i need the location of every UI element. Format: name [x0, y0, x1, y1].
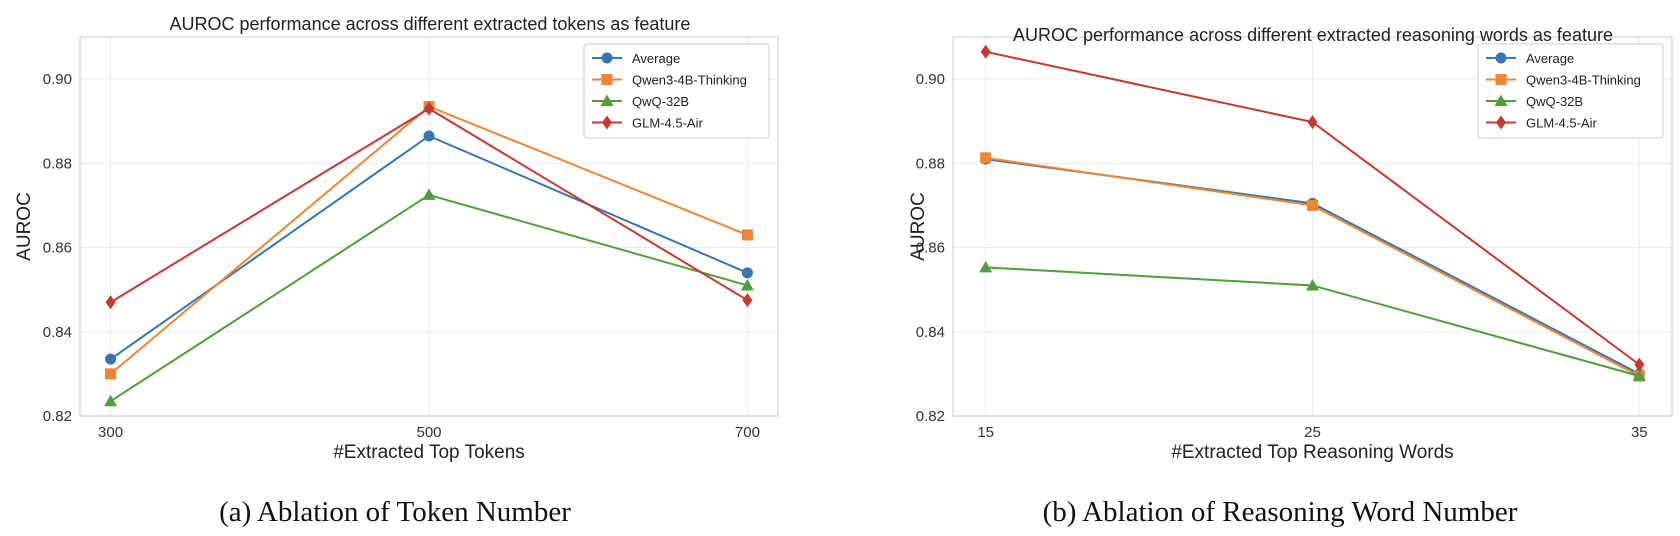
legend-label: Qwen3-4B-Thinking: [1526, 73, 1641, 88]
figure-caption: (a) Ablation of Token Number: [219, 496, 571, 528]
y-tick-label: 0.82: [916, 408, 945, 425]
plot-frame: [952, 36, 1673, 417]
y-tick-label: 0.82: [43, 408, 72, 425]
legend-label: Average: [1526, 51, 1574, 66]
x-tick-label: 15: [977, 424, 994, 441]
legend-label: QwQ-32B: [1526, 94, 1583, 109]
legend-marker: [601, 52, 613, 64]
series-qwq-32b: [979, 260, 1646, 381]
figure-caption: (b) Ablation of Reasoning Word Number: [1043, 496, 1518, 528]
x-tick-label: 35: [1631, 424, 1648, 441]
data-point: [1306, 278, 1319, 291]
data-point: [1307, 115, 1318, 130]
x-axis-label: #Extracted Top Tokens: [333, 442, 525, 463]
legend-label: QwQ-32B: [632, 94, 689, 109]
y-tick-label: 0.84: [916, 324, 945, 341]
legend-marker: [601, 74, 613, 85]
data-point: [979, 260, 993, 273]
data-point: [742, 293, 753, 308]
legend-label: GLM-4.5-Air: [632, 116, 703, 131]
data-point: [105, 353, 117, 365]
x-tick-label: 500: [416, 424, 441, 441]
data-point: [741, 229, 753, 241]
data-point: [1307, 199, 1318, 211]
data-point: [105, 368, 117, 380]
series-qwq-32b: [104, 188, 754, 407]
data-point: [980, 152, 992, 164]
y-tick-label: 0.86: [916, 240, 945, 257]
legend: Average Qwen3-4B-Thinking QwQ-32B GLM-4.5-A…: [1477, 43, 1664, 139]
data-point: [740, 278, 754, 291]
y-tick-label: 0.84: [43, 324, 72, 341]
legend-label: GLM-4.5-Air: [1526, 116, 1597, 131]
legend-marker: [602, 115, 612, 130]
legend: Average Qwen3-4B-Thinking QwQ-32B GLM-4.5-A…: [583, 43, 770, 139]
legend-marker: [1495, 74, 1507, 85]
data-point: [104, 394, 118, 407]
data-point: [424, 101, 434, 116]
legend-label: Qwen3-4B-Thinking: [632, 73, 747, 88]
x-tick-label: 700: [735, 424, 760, 441]
data-point: [422, 188, 436, 200]
chart-panel-1: 0.82 0.84 0.86 0.88 0.90 300 500 700 AUROC perfo…: [14, 14, 779, 528]
legend-label: Average: [632, 51, 680, 66]
data-point: [980, 44, 991, 59]
chart-title: AUROC performance across different extra…: [170, 14, 691, 34]
y-tick-label: 0.88: [43, 155, 72, 172]
y-axis-label: AUROC: [908, 192, 929, 261]
legend-marker: [1495, 52, 1507, 64]
x-tick-label: 25: [1304, 424, 1321, 441]
plot-frame: [79, 36, 779, 417]
data-point: [741, 267, 753, 279]
y-tick-label: 0.86: [43, 240, 72, 257]
legend-box: [1477, 43, 1664, 139]
y-tick-label: 0.88: [916, 155, 945, 172]
data-point: [1634, 357, 1645, 372]
data-point: [105, 295, 116, 310]
data-point: [1632, 369, 1646, 381]
y-tick-label: 0.90: [916, 71, 945, 88]
series-glm-4-5-air: [105, 101, 753, 310]
series-glm-4-5-air: [980, 44, 1645, 372]
y-tick-label: 0.90: [43, 71, 72, 88]
legend-marker: [1494, 94, 1508, 106]
x-tick-label: 300: [98, 424, 123, 441]
chart-panel-2: 0.82 0.84 0.86 0.88 0.90 15 25 35 AUROC performa…: [908, 25, 1673, 528]
legend-box: [583, 43, 770, 139]
x-axis-label: #Extracted Top Reasoning Words: [1171, 442, 1453, 463]
data-point: [423, 130, 435, 142]
legend-marker: [600, 94, 614, 106]
y-axis-label: AUROC: [14, 192, 35, 261]
legend-marker: [1496, 115, 1506, 130]
chart-title: AUROC performance across different extra…: [1013, 25, 1613, 45]
